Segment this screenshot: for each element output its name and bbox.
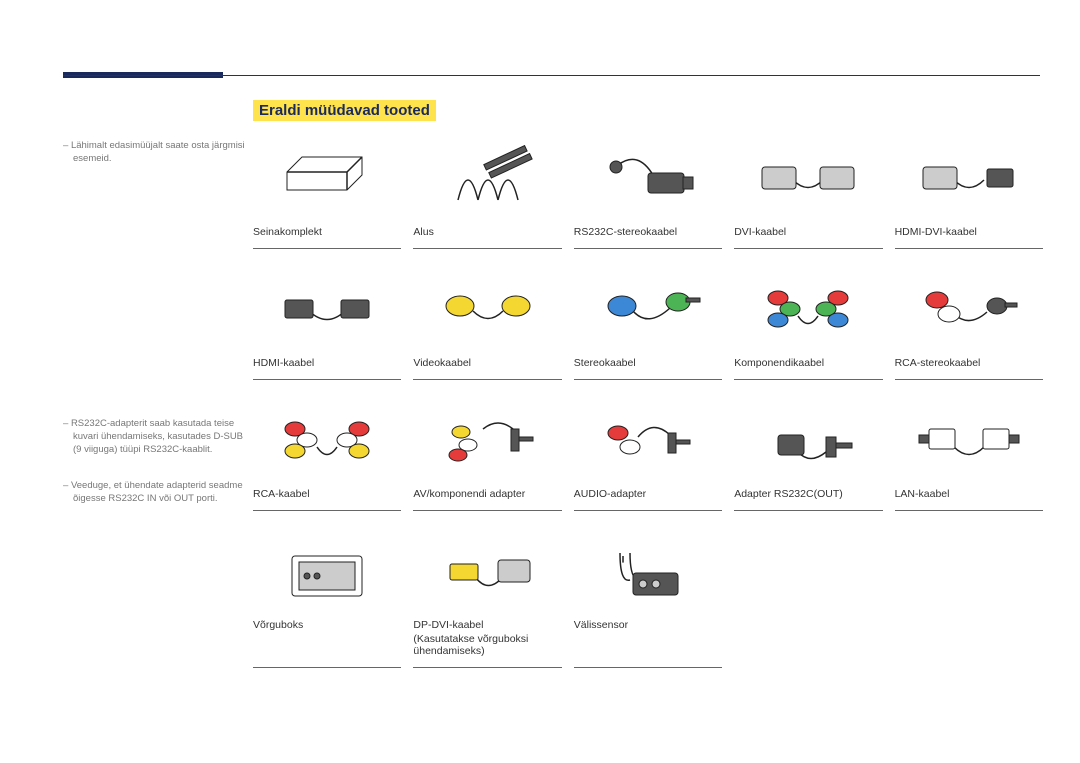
cell-netbox: Võrguboks	[253, 533, 401, 668]
side-note-2: RS232C-adapterit saab kasutada teise kuv…	[73, 418, 248, 456]
side-note-1: Lähimalt edasimüüjalt saate osta järgmis…	[73, 140, 248, 166]
dvi-icon	[734, 140, 882, 220]
cell-rs232out: Adapter RS232C(OUT)	[734, 402, 882, 511]
label-audio: AUDIO-adapter	[574, 488, 722, 502]
label-rca: RCA-kaabel	[253, 488, 401, 502]
lan-icon	[895, 402, 1043, 482]
label-netbox: Võrguboks	[253, 619, 401, 633]
cell-rs232c: RS232C-stereokaabel	[574, 140, 722, 249]
rca-icon	[253, 402, 401, 482]
cell-lan: LAN-kaabel	[895, 402, 1043, 511]
cell-hdmi: HDMI-kaabel	[253, 271, 401, 380]
cell-rca: RCA-kaabel	[253, 402, 401, 511]
label-alus: Alus	[413, 226, 561, 240]
label-seinakomplekt: Seinakomplekt	[253, 226, 401, 240]
cell-component: Komponendikaabel	[734, 271, 882, 380]
label-dvi: DVI-kaabel	[734, 226, 882, 240]
label-hdmi: HDMI-kaabel	[253, 357, 401, 371]
sublabel-dpdvi: (Kasutatakse võrguboksi ühendamiseks)	[413, 633, 561, 659]
netbox-icon	[253, 533, 401, 613]
top-rule	[63, 75, 1040, 76]
stand-icon	[413, 140, 561, 220]
label-dpdvi: DP-DVI-kaabel	[413, 619, 561, 633]
label-video: Videokaabel	[413, 357, 561, 371]
cell-dpdvi: DP-DVI-kaabel (Kasutatakse võrguboksi üh…	[413, 533, 561, 668]
cell-dvi: DVI-kaabel	[734, 140, 882, 249]
label-hdmidvi: HDMI-DVI-kaabel	[895, 226, 1043, 240]
wallmount-icon	[253, 140, 401, 220]
label-sensor: Välissensor	[574, 619, 722, 633]
rcastereo-icon	[895, 271, 1043, 351]
product-grid: Seinakomplekt Alus RS232C-stereokaabel D…	[253, 140, 1043, 668]
cell-audio: AUDIO-adapter	[574, 402, 722, 511]
video-icon	[413, 271, 561, 351]
cell-avcomp: AV/komponendi adapter	[413, 402, 561, 511]
hdmidvi-icon	[895, 140, 1043, 220]
cell-seinakomplekt: Seinakomplekt	[253, 140, 401, 249]
cell-hdmidvi: HDMI-DVI-kaabel	[895, 140, 1043, 249]
label-avcomp: AV/komponendi adapter	[413, 488, 561, 502]
side-note-3: Veeduge, et ühendate adapterid seadme õi…	[73, 480, 248, 506]
cell-alus: Alus	[413, 140, 561, 249]
sublabel-netbox	[253, 633, 401, 659]
cell-stereo: Stereokaabel	[574, 271, 722, 380]
cell-sensor: Välissensor	[574, 533, 722, 668]
avcomp-icon	[413, 402, 561, 482]
label-lan: LAN-kaabel	[895, 488, 1043, 502]
component-icon	[734, 271, 882, 351]
hdmi-icon	[253, 271, 401, 351]
page-title: Eraldi müüdavad tooted	[253, 100, 436, 121]
cell-rcastereo: RCA-stereokaabel	[895, 271, 1043, 380]
sublabel-sensor	[574, 633, 722, 659]
label-rs232c: RS232C-stereokaabel	[574, 226, 722, 240]
audio-icon	[574, 402, 722, 482]
sensor-icon	[574, 533, 722, 613]
label-rs232out: Adapter RS232C(OUT)	[734, 488, 882, 502]
stereo-icon	[574, 271, 722, 351]
rs232out-icon	[734, 402, 882, 482]
cell-video: Videokaabel	[413, 271, 561, 380]
label-component: Komponendikaabel	[734, 357, 882, 371]
rs232c-icon	[574, 140, 722, 220]
label-rcastereo: RCA-stereokaabel	[895, 357, 1043, 371]
dpdvi-icon	[413, 533, 561, 613]
label-stereo: Stereokaabel	[574, 357, 722, 371]
